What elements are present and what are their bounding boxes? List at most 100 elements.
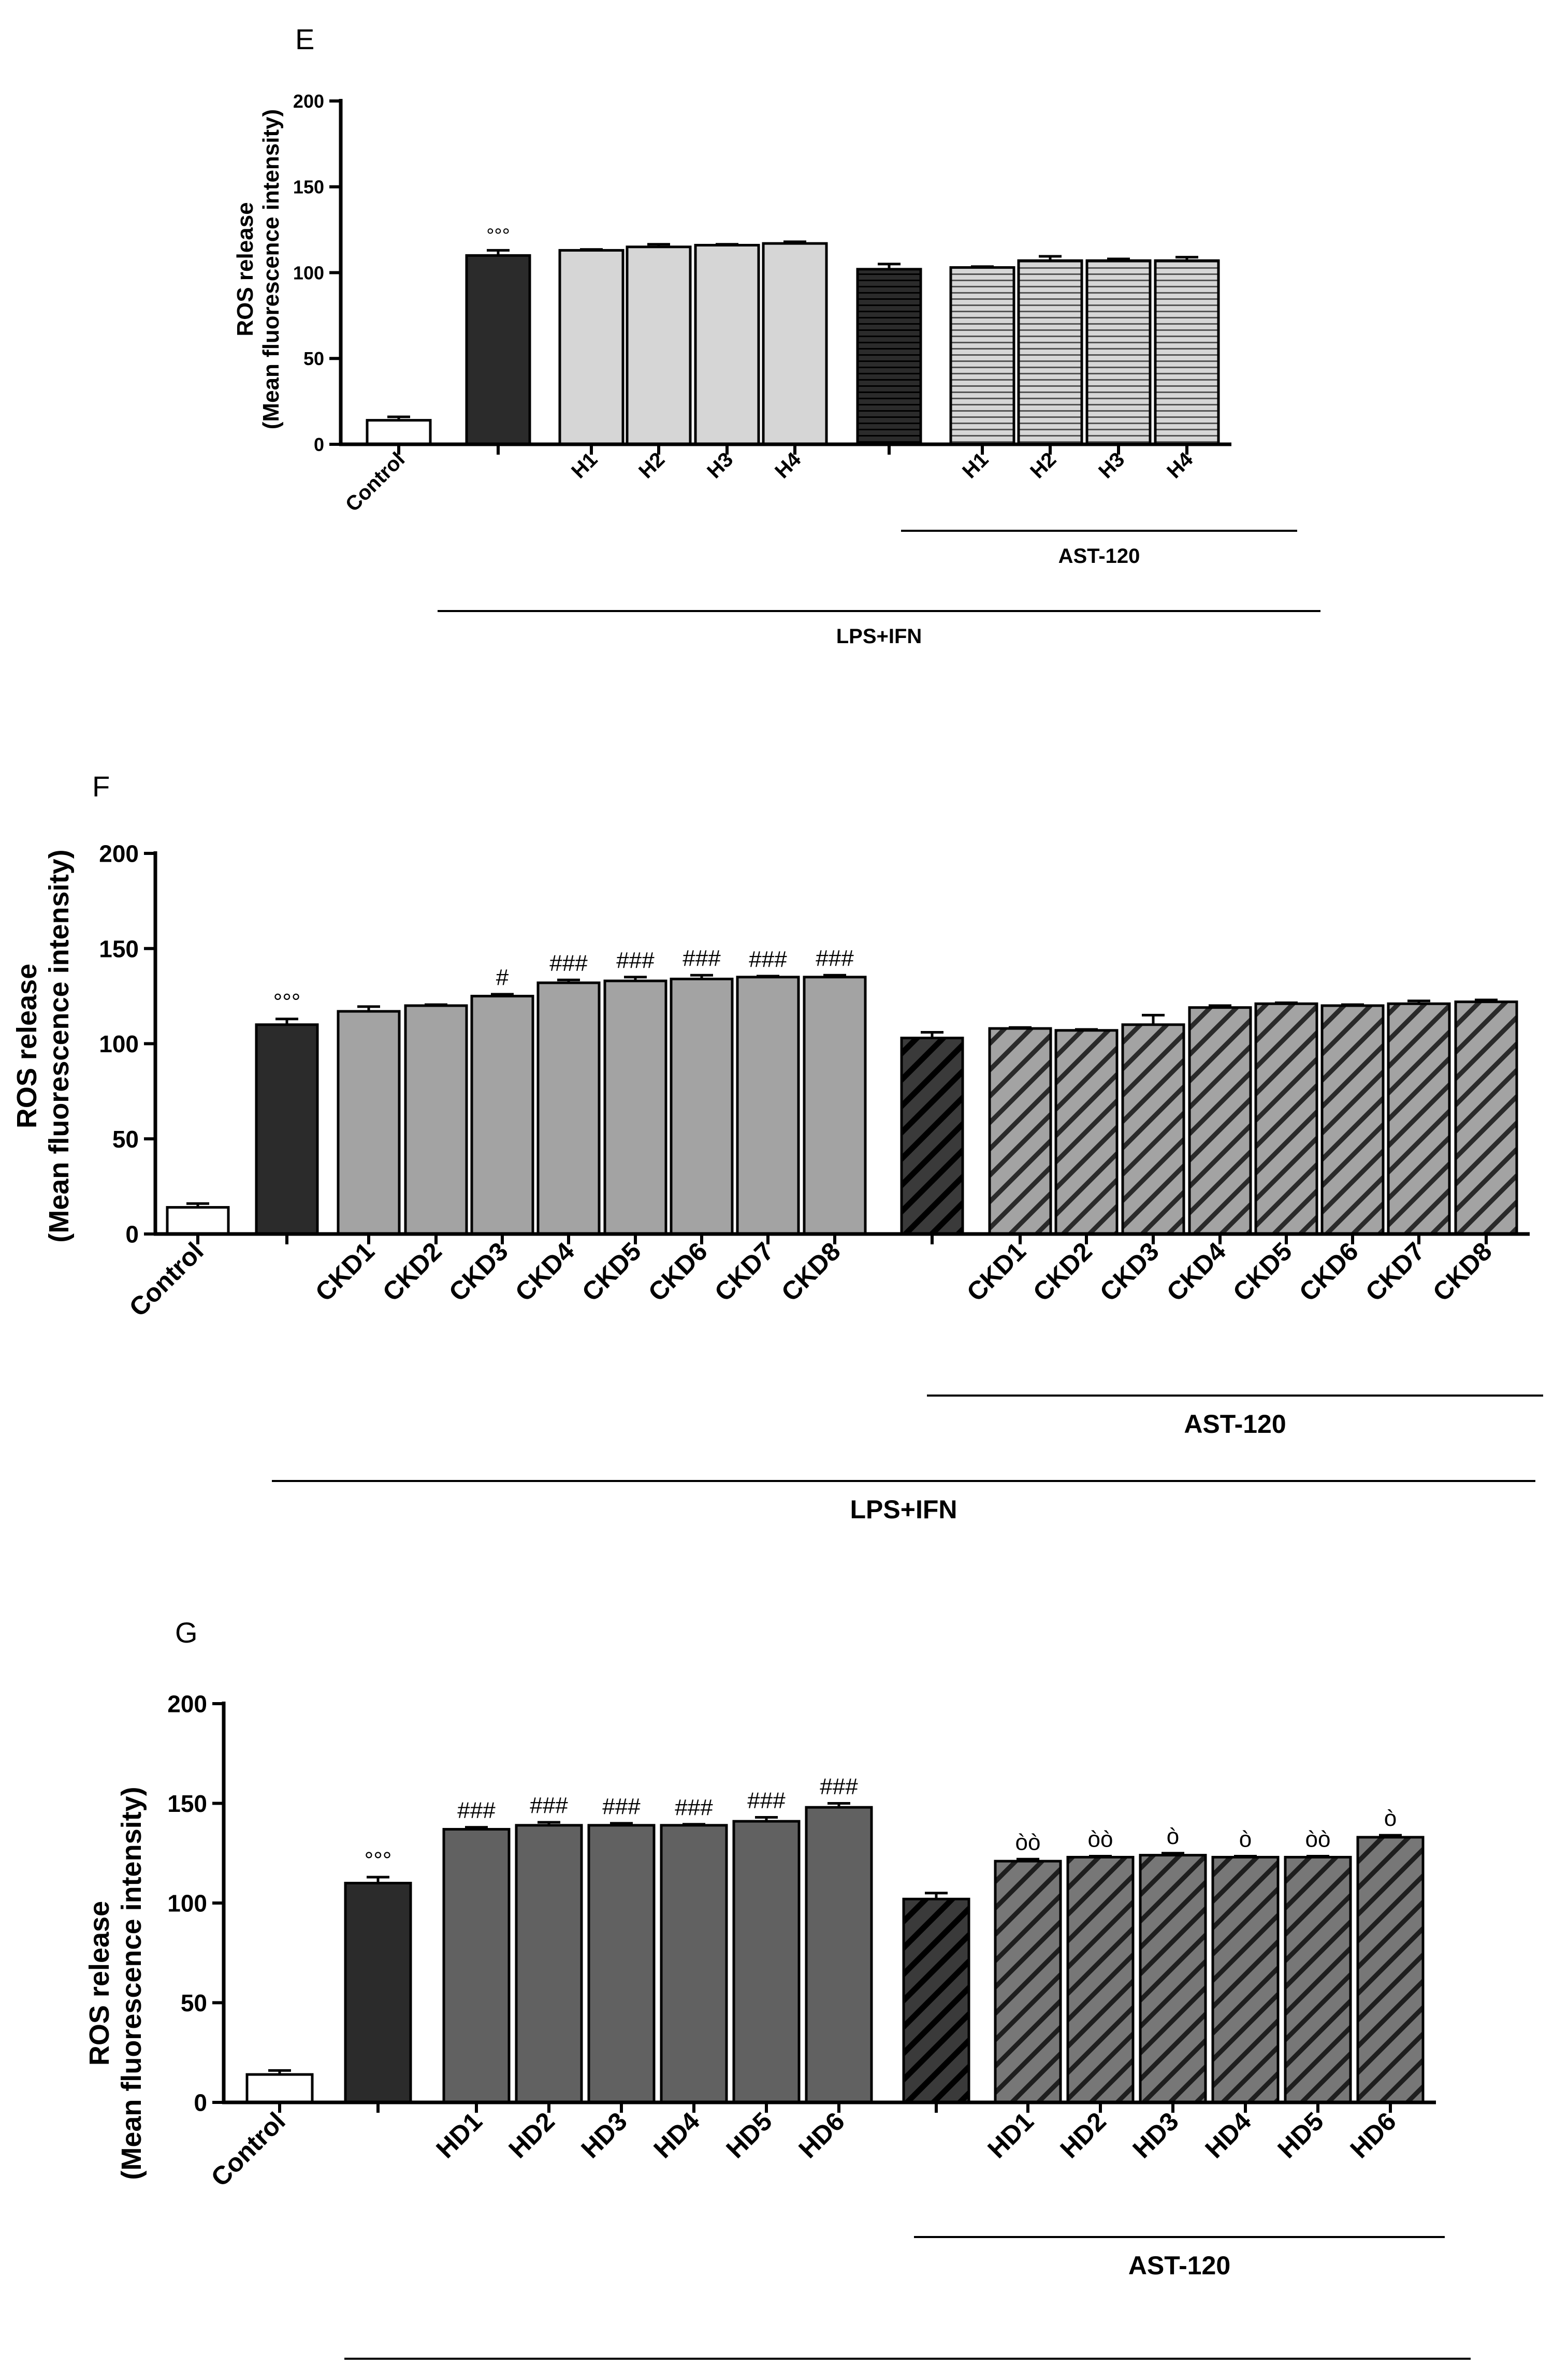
x-tick-label: HD4 [648, 2107, 705, 2163]
panel-label: F [92, 770, 110, 803]
significance-label: °°° [365, 1848, 392, 1873]
x-tick-label: CKD3 [1094, 1237, 1165, 1307]
bar [470, 995, 534, 1236]
significance-label: ### [683, 946, 721, 971]
bar [1320, 1004, 1385, 1236]
bar [1284, 1855, 1352, 2104]
x-tick-label: CKD4 [1161, 1237, 1231, 1307]
y-axis-title: ROS release [11, 964, 42, 1128]
bar [1254, 1002, 1318, 1236]
y-tick-label: 200 [293, 91, 324, 112]
plot-area: Control°°°CKD1CKD2#CKD3###CKD4###CKD5###… [99, 840, 1543, 1524]
x-tick-label: H4 [1163, 448, 1198, 483]
x-tick-label: HD3 [1127, 2107, 1184, 2163]
bar [736, 976, 800, 1236]
bar [856, 268, 922, 446]
y-tick-label: 50 [181, 1990, 207, 2016]
bar [515, 1824, 583, 2104]
bar [660, 1824, 728, 2104]
bar [366, 419, 432, 446]
x-tick-label: CKD8 [776, 1237, 846, 1307]
bar [166, 1206, 230, 1236]
x-tick-label: H3 [1094, 448, 1129, 483]
y-tick-label: 100 [293, 262, 324, 283]
group-label: AST-120 [1128, 2251, 1230, 2280]
group-label: LPS+IFN [836, 625, 922, 648]
bar [949, 266, 1015, 446]
panel-g: G ROS release (Mean fluorescence intensi… [84, 1616, 1471, 2360]
bar [732, 1820, 801, 2104]
y-tick-label: 100 [167, 1890, 207, 1917]
plot-area: Control °°° H1 H2 H3 H4 H1 H2 H3 H4 0 50 100 150 200 AS… [293, 91, 1320, 648]
bar [536, 981, 601, 1236]
significance-label: # [496, 965, 509, 990]
x-tick-label: H1 [958, 448, 993, 483]
x-tick-label: CKD6 [1294, 1237, 1364, 1307]
y-tick-label: 150 [99, 935, 139, 962]
bar [1066, 1855, 1135, 2104]
y-axis-subtitle: (Mean fluorescence intensity) [43, 849, 75, 1242]
significance-label: ### [816, 946, 854, 971]
significance-label: òò [1015, 1829, 1041, 1855]
x-tick-label: CKD7 [1360, 1237, 1430, 1307]
x-tick-label: Control [206, 2107, 291, 2192]
y-tick-label: 0 [125, 1221, 139, 1248]
bar [762, 242, 828, 446]
x-tick-label: CKD5 [1227, 1237, 1298, 1307]
x-tick-label: H4 [771, 448, 806, 483]
panel-e: E ROS release (Mean fluorescence intensi… [233, 23, 1320, 648]
bar [902, 1897, 970, 2104]
x-tick-label: HD5 [1272, 2107, 1329, 2163]
x-tick-label: CKD5 [576, 1237, 647, 1307]
x-tick-label: CKD6 [643, 1237, 713, 1307]
bar [1121, 1023, 1185, 1236]
y-tick-label: 50 [112, 1126, 139, 1153]
bar [900, 1036, 964, 1236]
significance-label: ### [602, 1794, 641, 1819]
bar [1054, 1029, 1119, 1236]
y-axis-subtitle: (Mean fluorescence intensity) [116, 1787, 147, 2180]
x-tick-label: HD2 [503, 2107, 560, 2163]
bar [344, 1882, 412, 2104]
bar [1017, 259, 1083, 446]
bar [404, 1004, 468, 1236]
y-tick-label: 0 [194, 2089, 207, 2116]
significance-label: °°° [273, 990, 301, 1015]
bar [1154, 259, 1220, 446]
x-tick-label: HD3 [575, 2107, 632, 2163]
bar [670, 978, 734, 1236]
bar [1356, 1836, 1425, 2104]
x-tick-label: H2 [1026, 448, 1061, 483]
bar [442, 1828, 511, 2104]
significance-label: ### [530, 1793, 568, 1818]
bar [337, 1010, 401, 1236]
y-tick-label: 150 [293, 177, 324, 198]
significance-label: òò [1305, 1827, 1331, 1852]
x-tick-label: CKD8 [1427, 1237, 1498, 1307]
bar [255, 1023, 319, 1236]
x-tick-label: HD5 [720, 2107, 777, 2163]
x-tick-label: Control [341, 448, 410, 516]
x-tick-label: HD6 [1344, 2107, 1401, 2163]
bar [245, 2073, 314, 2104]
x-tick-label: CKD4 [510, 1237, 580, 1307]
bar [988, 1027, 1052, 1236]
significance-label: ### [747, 1788, 786, 1813]
bar [994, 1860, 1062, 2104]
y-tick-label: 0 [314, 434, 324, 455]
bar [603, 979, 667, 1236]
x-tick-label: HD6 [793, 2107, 850, 2163]
bar [1454, 1000, 1518, 1236]
panel-label: E [295, 23, 314, 55]
significance-label: òò [1088, 1827, 1113, 1852]
y-axis-title: ROS release [84, 1901, 115, 2066]
x-tick-label: HD1 [982, 2107, 1039, 2163]
significance-label: ò [1239, 1827, 1252, 1852]
x-tick-label: CKD3 [443, 1237, 514, 1307]
x-tick-label: HD1 [430, 2107, 487, 2163]
significance-label: ### [549, 950, 588, 976]
y-tick-label: 150 [167, 1790, 207, 1817]
significance-label: ### [675, 1795, 713, 1820]
x-tick-label: CKD1 [310, 1237, 380, 1307]
